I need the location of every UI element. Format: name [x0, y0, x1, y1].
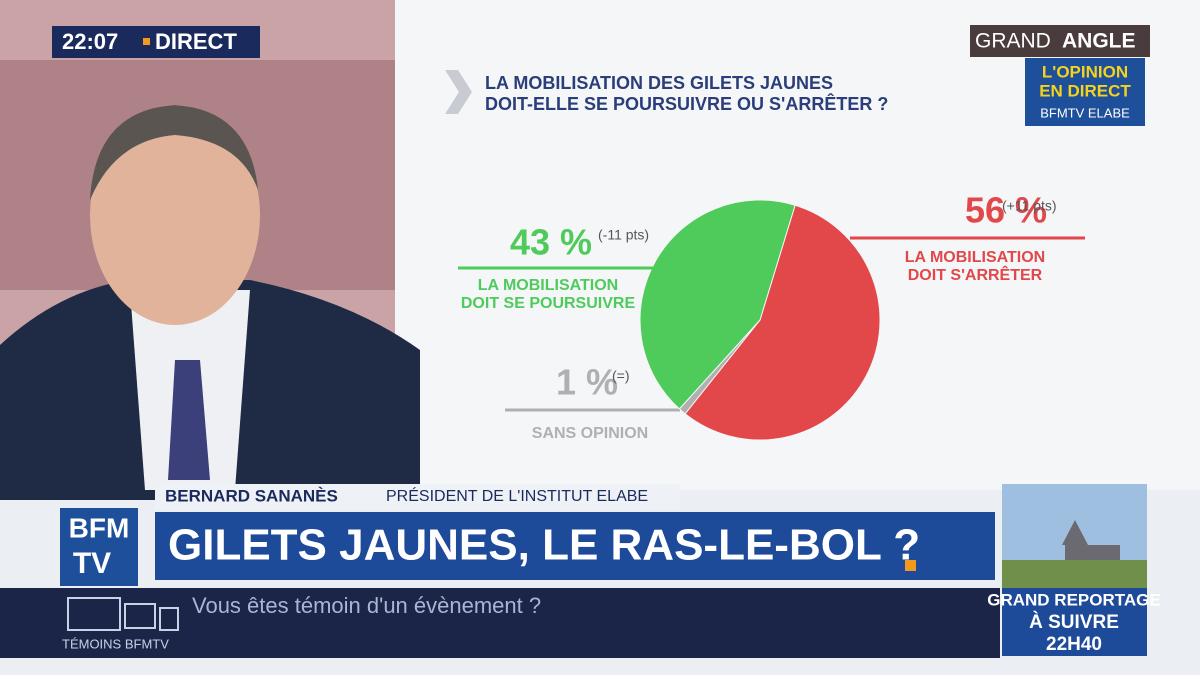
live: DIRECT	[155, 29, 237, 54]
chevron	[445, 70, 472, 114]
partner: BFMTV ELABE	[1040, 105, 1130, 120]
pie-slice	[639, 199, 796, 410]
category-label: DOIT S'ARRÊTER	[908, 265, 1043, 284]
value-label: 56 %	[965, 190, 1047, 231]
next-line: GRAND REPORTAGE	[987, 590, 1160, 609]
logo: BFM	[69, 512, 130, 543]
opinion: L'OPINION	[1042, 62, 1128, 81]
witness-label[interactable]: TÉMOINS BFMTV	[62, 636, 169, 651]
clock-bar	[52, 26, 260, 58]
ticker-bar	[0, 588, 1000, 658]
ticker: Vous êtes témoin d'un évènement ?	[192, 593, 541, 618]
category-label: DOIT SE POURSUIVRE	[461, 295, 636, 312]
face	[90, 105, 260, 325]
pie-slice	[684, 204, 881, 441]
brand-angle: ANGLE	[1062, 30, 1136, 53]
opinion: EN DIRECT	[1039, 81, 1131, 100]
next-image-field	[1002, 560, 1147, 588]
change-label: (=)	[612, 368, 630, 384]
clock: 22:07	[62, 29, 118, 54]
logo: TV	[73, 547, 111, 580]
witness-icon	[159, 607, 179, 631]
hair	[90, 105, 258, 200]
dot	[905, 560, 916, 571]
value-label: 43 %	[510, 222, 592, 263]
change-label: (-11 pts)	[598, 227, 649, 243]
brand-bar	[970, 25, 1150, 57]
headline: GILETS JAUNES, LE RAS-LE-BOL ?	[168, 521, 920, 570]
category-label: SANS OPINION	[532, 425, 648, 442]
church	[1062, 520, 1120, 560]
category-label: LA MOBILISATION	[478, 277, 618, 294]
next-box	[1002, 588, 1147, 656]
chart-title: LA MOBILISATION DES GILETS JAUNES	[485, 73, 833, 93]
chart-title: DOIT-ELLE SE POURSUIVRE OU S'ARRÊTER ?	[485, 93, 888, 114]
witness-icon	[124, 603, 156, 629]
guest-name: BERNARD SANANÈS	[165, 486, 338, 505]
guest-role: PRÉSIDENT DE L'INSTITUT ELABE	[386, 486, 648, 505]
witness-icon	[67, 597, 121, 631]
logo-box	[60, 508, 138, 586]
change-label: (+11 pts)	[1002, 198, 1057, 214]
value-label: 1 %	[556, 362, 618, 403]
headline-bar	[155, 512, 995, 580]
tie	[168, 360, 210, 480]
brand-grand: GRAND	[975, 30, 1051, 53]
next-line: À SUIVRE	[1029, 611, 1119, 633]
next-line: 22H40	[1046, 634, 1102, 655]
opinion-box	[1025, 58, 1145, 126]
guest-bar	[155, 484, 680, 510]
category-label: LA MOBILISATION	[905, 249, 1045, 266]
dot	[143, 38, 150, 45]
